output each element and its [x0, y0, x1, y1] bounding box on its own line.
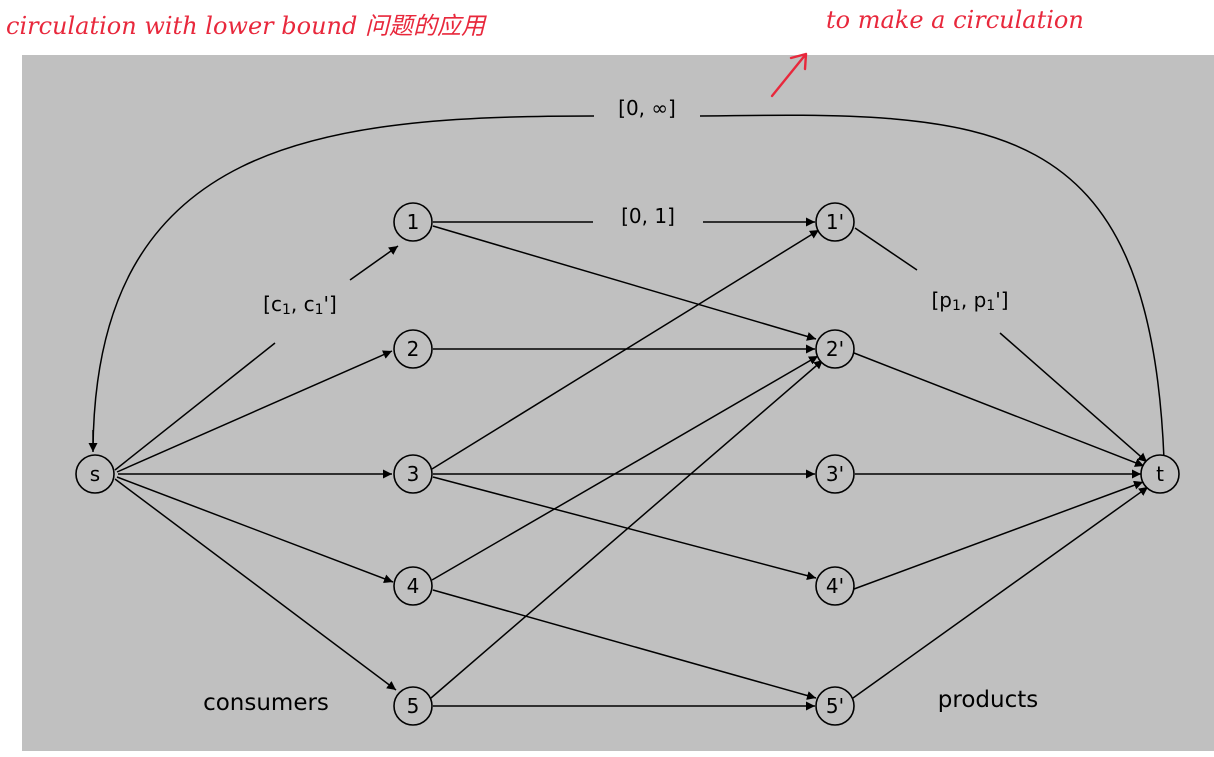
node-consumer-4: 4	[393, 566, 433, 606]
edge-label-back: [0, ∞]	[618, 96, 676, 120]
svg-text:2': 2'	[826, 337, 844, 361]
node-consumer-3: 3	[393, 454, 433, 494]
node-product-2: 2'	[815, 329, 855, 369]
right-annotation: to make a circulation	[826, 6, 1084, 34]
left-annotation: circulation with lower bound 问题的应用	[6, 12, 487, 40]
node-product-5: 5'	[815, 686, 855, 726]
edge-p1-t-upper	[854, 227, 918, 271]
edge-s-c1-lower	[114, 342, 276, 471]
edge-p1-t-lower	[999, 332, 1148, 463]
svg-text:1: 1	[407, 210, 420, 234]
node-product-3: 3'	[815, 454, 855, 494]
svg-text:3': 3'	[826, 462, 844, 486]
svg-text:s: s	[90, 462, 100, 486]
svg-text:5: 5	[407, 694, 420, 718]
node-t: t	[1140, 454, 1180, 494]
svg-text:t: t	[1156, 462, 1164, 486]
products-label: products	[938, 687, 1038, 713]
node-s: s	[75, 454, 115, 494]
edge-c5-p2	[430, 359, 824, 699]
edge-label-source: [c1, c1']	[263, 292, 337, 318]
edge-s-c4	[116, 476, 394, 584]
node-product-1: 1'	[815, 202, 855, 242]
node-consumer-2: 2	[393, 329, 433, 369]
svg-text:5': 5'	[826, 694, 844, 718]
diagram-panel	[22, 55, 1214, 751]
svg-text:4: 4	[407, 574, 420, 598]
node-product-4: 4'	[815, 566, 855, 606]
edge-c4-p2	[431, 355, 819, 581]
svg-text:4': 4'	[826, 574, 844, 598]
svg-text:2: 2	[407, 337, 420, 361]
edge-label-mid: [0, 1]	[621, 204, 675, 228]
node-consumer-5: 5	[393, 686, 433, 726]
edge-s-c5	[114, 478, 397, 691]
edge-s-c2	[116, 350, 393, 473]
svg-text:3: 3	[407, 462, 420, 486]
consumers-label: consumers	[203, 690, 329, 716]
edge-c3-p1	[431, 229, 820, 470]
edge-c1-p2	[432, 225, 817, 341]
edge-s-c1-upper	[349, 245, 399, 281]
edge-p5-t	[852, 486, 1149, 699]
annotation-arrow	[770, 52, 808, 98]
edge-c3-p4	[432, 476, 817, 581]
edge-p4-t	[853, 480, 1144, 590]
edge-t-to-s	[92, 114, 1165, 460]
svg-text:1': 1'	[826, 210, 844, 234]
edge-c4-p5	[432, 589, 817, 700]
edge-p2-t	[853, 352, 1145, 467]
node-consumer-1: 1	[393, 202, 433, 242]
edge-label-sink: [p1, p1']	[931, 288, 1008, 314]
